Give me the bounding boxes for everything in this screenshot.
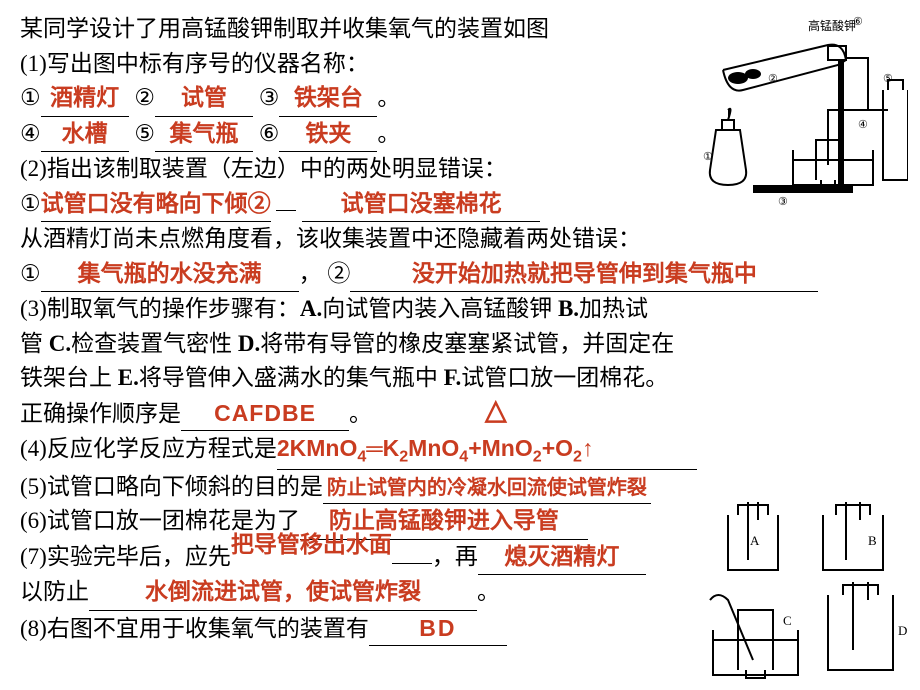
num-4: ④ bbox=[20, 121, 41, 146]
err1: 试管口没有略向下倾② bbox=[41, 187, 271, 223]
period-3: 。 bbox=[349, 401, 372, 426]
step-b: B. bbox=[558, 296, 579, 321]
eq-r1: K bbox=[383, 435, 400, 461]
eq-r6: 2 bbox=[533, 448, 542, 466]
period-1: 。 bbox=[377, 85, 400, 110]
ans-2: 试管 bbox=[155, 81, 253, 117]
triangle-icon: △ bbox=[485, 390, 507, 432]
q6-text: (6)试管口放一团棉花是为了 bbox=[20, 508, 300, 533]
q7c: 以防止水倒流进试管，使试管炸裂。 bbox=[20, 575, 900, 611]
comma-1: ， bbox=[299, 261, 322, 286]
q7-text: (7)实验完毕后，应先 bbox=[20, 544, 231, 569]
q3-line1: (3)制取氧气的操作步骤有：A.向试管内装入高锰酸钾 B.加热试 bbox=[20, 292, 900, 327]
ans7c: 水倒流进试管，使试管炸裂 bbox=[89, 575, 477, 611]
period-4: 。 bbox=[477, 579, 500, 604]
q3b3: 将带有导管的橡皮塞塞紧试管，并固定在 bbox=[260, 331, 674, 356]
intro-text: 某同学设计了用高锰酸钾制取并收集氧气的装置如图 bbox=[20, 12, 900, 47]
q1-row2: ④水槽 ⑤集气瓶 ⑥铁夹。 bbox=[20, 117, 900, 153]
q4-text: (4)反应化学反应方程式是 bbox=[20, 436, 277, 461]
q3c2: 将导管伸入盛满水的集气瓶中 bbox=[139, 365, 444, 390]
ans7b: 熄灭酒精灯 bbox=[478, 540, 646, 576]
q3a3: 加热试 bbox=[579, 296, 648, 321]
q7a: (7)实验完毕后，应先把导管移出水面，再熄灭酒精灯 bbox=[20, 540, 900, 576]
q2a: (2)指出该制取装置（左边）中的两处明显错误： bbox=[20, 152, 900, 187]
num-6: ⑥ bbox=[259, 121, 280, 146]
eq-r9: ↑ bbox=[582, 435, 594, 461]
q7b: ，再 bbox=[432, 544, 478, 569]
eq-4a: 4 bbox=[357, 448, 366, 466]
q8-text: (8)右图不宜用于收集氧气的装置有 bbox=[20, 616, 369, 641]
q3-order: 正确操作顺序是CAFDBE。 △ bbox=[20, 396, 900, 432]
err4: 没开始加热就把导管伸到集气瓶中 bbox=[350, 257, 818, 293]
ans-4: 水槽 bbox=[41, 117, 129, 153]
eq-r2: 2 bbox=[399, 448, 408, 466]
ans-1: 酒精灯 bbox=[41, 81, 129, 117]
eq-r4: 4 bbox=[459, 448, 468, 466]
q3c: 铁架台上 bbox=[20, 365, 118, 390]
step-e: E. bbox=[118, 365, 139, 390]
q5: (5)试管口略向下倾斜的目的是防止试管内的冷凝水回流使试管炸裂 bbox=[20, 470, 900, 505]
q3-intro: (3)制取氧气的操作步骤有： bbox=[20, 296, 300, 321]
err-num-2b: ② bbox=[327, 261, 350, 286]
err-num-1b: ① bbox=[20, 261, 41, 286]
q3-line3: 铁架台上 E.将导管伸入盛满水的集气瓶中 F.试管口放一团棉花。 bbox=[20, 361, 900, 396]
eq-r7: +O bbox=[542, 435, 573, 461]
ans8: BD bbox=[369, 611, 507, 647]
equation: 2KMnO4═K2MnO4+MnO2+O2↑ bbox=[277, 431, 697, 470]
eq-l: 2KMnO bbox=[277, 435, 358, 461]
q3a2: 向试管内装入高锰酸钾 bbox=[322, 296, 558, 321]
ans7a: 把导管移出水面 bbox=[231, 532, 392, 557]
step-c: C. bbox=[49, 331, 71, 356]
num-3: ③ bbox=[259, 85, 280, 110]
q7c-text: 以防止 bbox=[20, 579, 89, 604]
q1-row1: ①酒精灯 ②试管 ③铁架台。 bbox=[20, 81, 900, 117]
eq-eq: ═ bbox=[366, 435, 382, 461]
ans-6: 铁夹 bbox=[279, 117, 377, 153]
q2-errors: ①试管口没有略向下倾② 试管口没塞棉花 bbox=[20, 187, 900, 223]
eq-r3: MnO bbox=[408, 435, 459, 461]
q5-text: (5)试管口略向下倾斜的目的是 bbox=[20, 474, 323, 499]
q3-line2: 管 C.检查装置气密性 D.将带有导管的橡皮塞塞紧试管，并固定在 bbox=[20, 327, 900, 362]
q3b: 管 bbox=[20, 331, 49, 356]
err-num-1: ① bbox=[20, 191, 41, 216]
eq-r8: 2 bbox=[573, 448, 582, 466]
step-d: D. bbox=[238, 331, 260, 356]
order-ans: CAFDBE bbox=[181, 396, 349, 432]
ans-3: 铁架台 bbox=[279, 81, 377, 117]
q4: (4)反应化学反应方程式是 2KMnO4═K2MnO4+MnO2+O2↑ bbox=[20, 431, 900, 470]
ans5: 防止试管内的冷凝水回流使试管炸裂 bbox=[323, 473, 651, 504]
q3d: 正确操作顺序是 bbox=[20, 401, 181, 426]
q3c3: 试管口放一团棉花。 bbox=[461, 365, 668, 390]
q2-errors2: ①集气瓶的水没充满， ②没开始加热就把导管伸到集气瓶中 bbox=[20, 257, 900, 293]
num-2: ② bbox=[134, 85, 155, 110]
q3b2: 检查装置气密性 bbox=[71, 331, 238, 356]
q8: (8)右图不宜用于收集氧气的装置有BD bbox=[20, 611, 900, 647]
step-f: F. bbox=[444, 365, 462, 390]
q2b: 从酒精灯尚未点燃角度看，该收集装置中还隐藏着两处错误： bbox=[20, 222, 900, 257]
num-5: ⑤ bbox=[134, 121, 155, 146]
err3: 集气瓶的水没充满 bbox=[41, 257, 299, 293]
eq-r5: +MnO bbox=[468, 435, 533, 461]
ans-5: 集气瓶 bbox=[155, 117, 253, 153]
period-2: 。 bbox=[377, 121, 400, 146]
err2: 试管口没塞棉花 bbox=[302, 187, 540, 223]
q1: (1)写出图中标有序号的仪器名称： bbox=[20, 47, 900, 82]
step-a: A. bbox=[300, 296, 322, 321]
num-1: ① bbox=[20, 85, 41, 110]
q6: (6)试管口放一团棉花是为了防止高锰酸钾进入导管 bbox=[20, 504, 900, 540]
q1-text: (1)写出图中标有序号的仪器名称： bbox=[20, 51, 369, 76]
